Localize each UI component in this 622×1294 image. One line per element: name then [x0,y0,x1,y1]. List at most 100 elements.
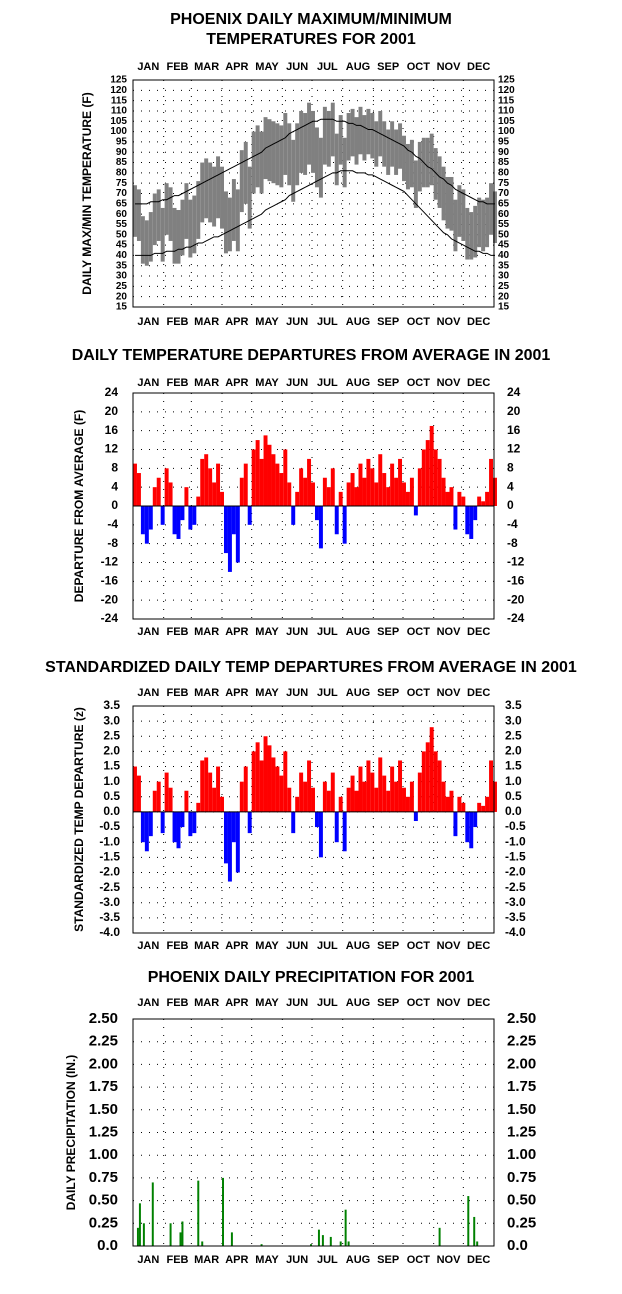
y-tick-label-right: 1.50 [507,1101,536,1118]
y-tick-label-right: -20 [507,592,525,606]
y-tick-label-right: 120 [498,85,515,96]
bar [291,506,296,525]
month-label-top: JAN [137,61,159,73]
bar [263,736,268,812]
month-label-bottom: JUL [317,940,338,952]
y-tick-label-right: -4 [507,517,518,531]
y-tick-label-right: 1.00 [507,1146,536,1163]
bar [485,796,490,812]
bar [347,1241,350,1246]
bar [433,751,438,812]
bar [370,772,375,812]
y-tick-label-right: 16 [507,423,521,437]
y-tick-label-right: 15 [498,302,510,313]
bar [212,482,217,506]
bar [259,760,264,812]
bar [449,487,454,506]
temp-range-bar [220,166,224,229]
bar [247,506,252,525]
temp-range-bar [227,197,232,252]
bar [311,482,315,506]
bar [239,781,244,812]
y-tick-label: -8 [107,536,118,550]
temp-range-bar [354,117,359,165]
bar [196,802,201,812]
y-tick-label: 4 [111,479,118,493]
bar [172,506,177,535]
bar [473,506,478,521]
temp-range-bar [394,129,399,175]
temp-range-bar [405,143,410,190]
month-label-top: NOV [437,687,462,699]
temp-range-bar [409,139,414,188]
temp-range-bar [334,133,339,186]
y-tick-label-right: 70 [498,188,510,199]
bar [469,506,474,539]
bar [299,772,304,812]
y-tick-label: 2.0 [103,744,120,758]
month-label-top: NOV [437,377,462,389]
temp-range-bar [231,179,236,241]
y-tick-label-right: 75 [498,178,510,189]
month-label-top: NOV [437,997,462,1009]
bar [322,781,327,812]
month-label-top: JUN [286,377,308,389]
chart-title: DAILY TEMPERATURE DEPARTURES FROM AVERAG… [72,347,551,364]
bar [231,506,236,535]
bar [413,506,418,516]
month-label-top: APR [225,61,248,73]
month-label-bottom: FEB [167,940,189,952]
bar [354,487,359,506]
y-tick-label: 25 [116,281,128,292]
month-label-top: SEP [377,377,399,389]
y-tick-label: 0.75 [89,1169,118,1186]
bar [222,1177,224,1246]
bar [465,506,470,535]
bar [409,781,414,812]
bar [204,757,209,812]
bar [188,506,193,530]
bar [413,811,418,822]
month-label-bottom: SEP [377,626,399,638]
y-tick-label: 110 [111,106,128,117]
bar [465,811,470,843]
month-label-top: APR [225,997,248,1009]
temp-range-bar [311,110,315,173]
bar [200,760,205,812]
bar [180,811,185,828]
month-label-top: NOV [437,61,462,73]
month-label-bottom: JUL [317,1254,338,1266]
bar [366,458,371,506]
plot-border [132,392,495,620]
bar [441,781,446,812]
month-label-bottom: MAR [194,940,219,952]
temp-range-bar [259,131,264,194]
month-label-bottom: JAN [137,626,159,638]
bar [196,496,201,506]
bar [342,506,347,544]
temp-range-bar [295,123,300,186]
month-label-bottom: AUG [346,940,370,952]
month-label-bottom: FEB [167,626,189,638]
bar [239,477,244,506]
bar [138,1203,141,1246]
month-label-top: AUG [346,61,370,73]
bar [473,811,478,828]
bar [235,811,240,873]
bar [180,506,185,521]
temp-range-bar [314,127,319,188]
bar [243,766,248,812]
y-tick-label: 20 [105,404,119,418]
y-axis-label: DAILY MAX/MIN TEMPERATURE (F) [80,92,94,294]
y-tick-label: 65 [116,198,128,209]
bar [382,473,387,506]
bar [461,802,466,812]
bar [295,796,300,812]
y-tick-label: 3.0 [103,713,120,727]
month-label-bottom: NOV [437,626,462,638]
y-tick-label: 55 [116,219,128,230]
y-tick-label: 1.50 [89,1101,118,1118]
bar [142,1223,145,1246]
temp-range-bar [429,133,434,186]
bar [338,796,343,812]
